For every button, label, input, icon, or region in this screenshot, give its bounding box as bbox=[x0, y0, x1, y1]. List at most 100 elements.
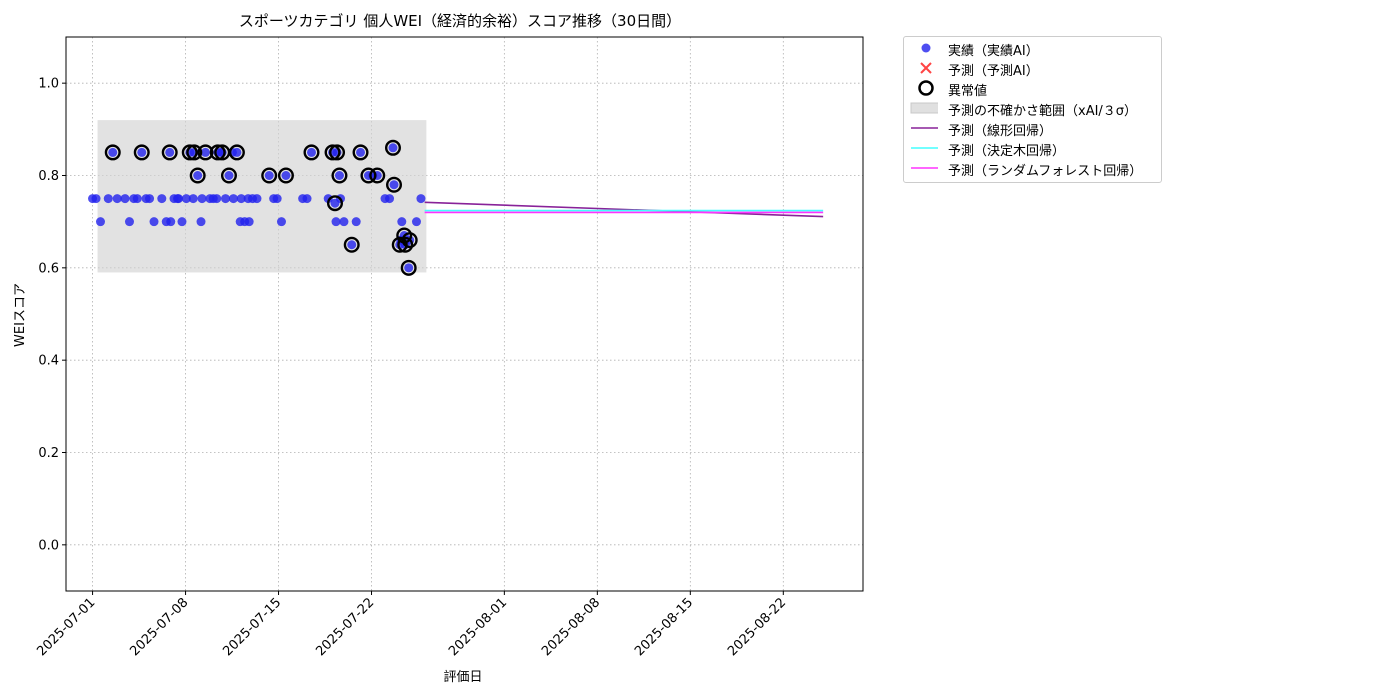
actual-point bbox=[181, 194, 191, 204]
legend-swatch-predicted bbox=[920, 62, 932, 74]
actual-point bbox=[388, 143, 398, 153]
y-tick-label: 1.0 bbox=[38, 77, 59, 92]
legend-label-tree: 予測（決定木回帰） bbox=[948, 144, 1066, 159]
actual-point bbox=[247, 194, 257, 204]
legend-swatch-actual bbox=[921, 43, 931, 53]
actual-point bbox=[188, 194, 198, 204]
outlier-ring bbox=[391, 236, 408, 253]
outlier-ring bbox=[181, 144, 198, 161]
outlier-ring bbox=[104, 144, 121, 161]
legend-swatch-outlier bbox=[918, 80, 934, 96]
legend-swatch-linear bbox=[911, 127, 938, 129]
actual-point bbox=[95, 217, 105, 227]
legend-label-band: 予測の不確かさ範囲（xAI/３σ） bbox=[948, 104, 1138, 119]
outlier-ring bbox=[329, 144, 346, 161]
legend-label-actual: 実績（実績AI） bbox=[948, 44, 1039, 59]
outlier-ring bbox=[360, 167, 377, 184]
outlier-ring bbox=[369, 167, 386, 184]
actual-point bbox=[124, 217, 134, 227]
legend-swatch-band bbox=[910, 102, 938, 114]
outlier-ring bbox=[396, 227, 413, 244]
outlier-ring bbox=[343, 236, 360, 253]
actual-point bbox=[224, 171, 234, 180]
actual-point bbox=[103, 194, 113, 204]
legend-item-predicted: 予測（予測AI） bbox=[904, 58, 1161, 79]
forecast-lines bbox=[424, 201, 824, 218]
outlier-ring bbox=[352, 144, 369, 161]
legend-item-band: 予測の不確かさ範囲（xAI/３σ） bbox=[904, 98, 1161, 119]
actual-point bbox=[236, 194, 246, 204]
outlier-rings bbox=[104, 139, 418, 276]
legend-label-forest: 予測（ランダムフォレスト回帰） bbox=[948, 164, 1143, 179]
legend-swatch-tree bbox=[911, 147, 938, 149]
y-tick-label: 0.8 bbox=[38, 169, 59, 184]
outlier-ring bbox=[228, 144, 245, 161]
chart-title: スポーツカテゴリ 個人WEI（経済的余裕）スコア推移（30日間） bbox=[239, 12, 681, 30]
legend-label-predicted: 予測（予測AI） bbox=[948, 64, 1039, 79]
outlier-ring bbox=[133, 144, 150, 161]
actual-point bbox=[356, 147, 366, 157]
outlier-ring bbox=[261, 167, 278, 184]
legend-label-linear: 予測（線形回帰） bbox=[948, 124, 1053, 139]
outlier-ring bbox=[189, 167, 206, 184]
outlier-ring bbox=[331, 167, 348, 184]
legend-item-forest: 予測（ランダムフォレスト回帰） bbox=[904, 158, 1161, 179]
actual-point bbox=[334, 171, 344, 180]
y-axis-label: WEIスコア bbox=[13, 283, 28, 347]
legend-label-outlier: 異常値 bbox=[948, 84, 988, 99]
outlier-ring bbox=[209, 144, 226, 161]
actual-point bbox=[157, 194, 167, 204]
outlier-ring bbox=[384, 139, 401, 156]
actual-point bbox=[197, 194, 207, 204]
forecast-line bbox=[424, 201, 824, 218]
outlier-ring bbox=[186, 144, 203, 161]
outlier-ring bbox=[397, 236, 414, 253]
actual-point bbox=[302, 194, 312, 204]
legend-item-linear: 予測（線形回帰） bbox=[904, 118, 1161, 139]
actual-point bbox=[272, 194, 282, 204]
actual-point bbox=[264, 171, 274, 180]
outlier-ring bbox=[324, 144, 341, 161]
actual-point bbox=[331, 217, 341, 227]
actual-point bbox=[165, 147, 175, 157]
actual-point bbox=[389, 180, 399, 190]
actual-point bbox=[200, 147, 210, 157]
actual-point bbox=[347, 240, 357, 250]
y-tick-label: 0.2 bbox=[38, 446, 59, 461]
legend-item-actual: 実績（実績AI） bbox=[904, 38, 1161, 59]
y-tick-label: 0.6 bbox=[38, 261, 59, 276]
actual-point bbox=[397, 217, 407, 227]
outlier-ring bbox=[220, 167, 237, 184]
actual-point bbox=[306, 147, 316, 157]
actual-point bbox=[323, 194, 333, 204]
actual-point bbox=[404, 263, 414, 273]
actual-point bbox=[173, 194, 183, 204]
outlier-ring bbox=[197, 144, 214, 161]
actual-point bbox=[212, 194, 222, 204]
actual-point bbox=[221, 194, 231, 204]
actual-point bbox=[137, 147, 147, 157]
actual-point bbox=[112, 194, 122, 204]
actual-point bbox=[411, 217, 421, 227]
actual-point bbox=[91, 194, 101, 204]
actual-point bbox=[161, 217, 171, 227]
outlier-ring bbox=[326, 195, 343, 212]
actual-point bbox=[416, 194, 426, 204]
actual-point bbox=[235, 217, 245, 227]
outlier-ring bbox=[400, 259, 417, 276]
actual-point bbox=[351, 217, 361, 227]
actual-point bbox=[380, 194, 390, 204]
legend-item-tree: 予測（決定木回帰） bbox=[904, 138, 1161, 159]
legend: 実績（実績AI） 予測（予測AI） 異常値 予測の不確かさ範囲（xAI/３σ） … bbox=[903, 36, 1162, 183]
y-tick-label: 0.4 bbox=[38, 354, 59, 369]
actual-point bbox=[281, 171, 291, 180]
actual-point bbox=[145, 194, 155, 204]
actual-point bbox=[177, 217, 187, 227]
actual-point bbox=[339, 217, 349, 227]
legend-item-outlier: 異常値 bbox=[904, 78, 1161, 99]
actual-point bbox=[120, 194, 130, 204]
actual-point bbox=[228, 194, 238, 204]
outlier-ring bbox=[303, 144, 320, 161]
